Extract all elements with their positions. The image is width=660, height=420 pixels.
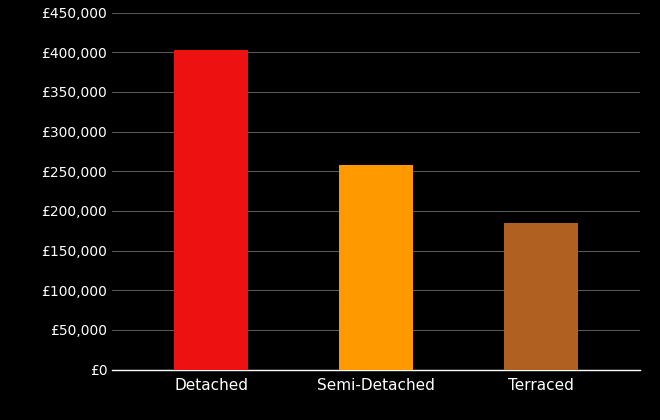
Bar bbox=[174, 50, 248, 370]
Bar bbox=[504, 223, 578, 370]
Bar bbox=[339, 165, 413, 370]
